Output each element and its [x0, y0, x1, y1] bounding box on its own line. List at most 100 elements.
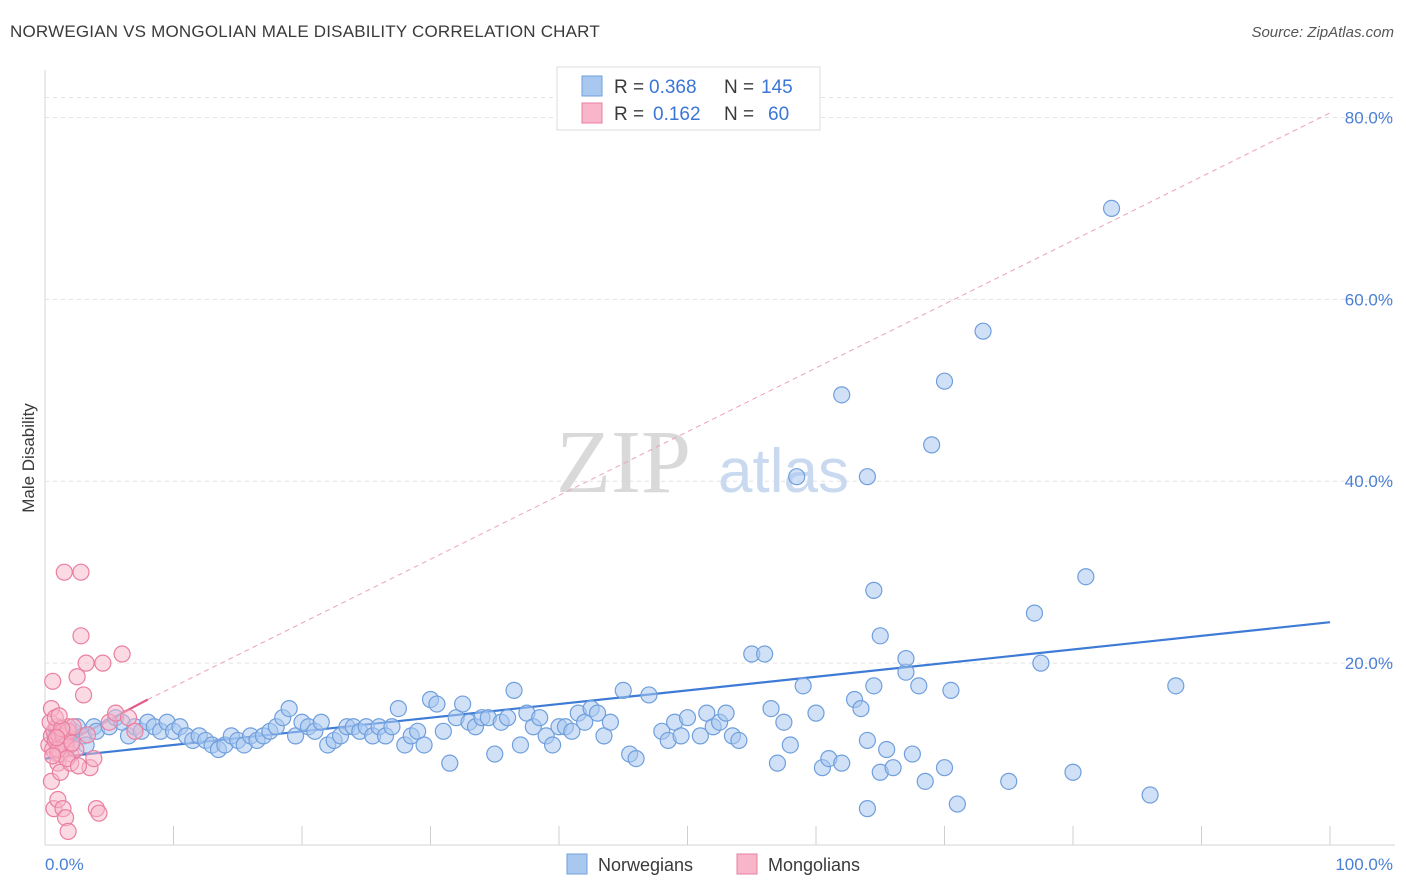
- point-mongolian: [77, 654, 95, 672]
- legend-swatch-norwegians: [581, 75, 603, 97]
- point-norwegian: [312, 713, 330, 731]
- point-norwegian: [852, 699, 870, 718]
- point-norwegian: [614, 681, 632, 700]
- bottom-legend-swatch-norwegians: [566, 853, 588, 875]
- y-tick-label: 20.0%: [1345, 654, 1393, 673]
- point-norwegian: [543, 736, 562, 754]
- point-norwegian: [1077, 568, 1095, 586]
- point-norwegian: [428, 695, 446, 713]
- point-mongolian: [72, 563, 90, 581]
- point-norwegian: [794, 677, 812, 695]
- point-norwegian: [942, 681, 960, 700]
- point-norwegian: [389, 699, 407, 718]
- point-norwegian: [691, 727, 709, 745]
- point-norwegian: [858, 468, 877, 486]
- point-norwegian: [1141, 786, 1159, 804]
- legend-r-label-mongolians: R =: [614, 104, 644, 125]
- chart-source: Source: ZipAtlas.com: [1251, 24, 1394, 41]
- point-norwegian: [640, 686, 658, 704]
- chart-title: NORWEGIAN VS MONGOLIAN MALE DISABILITY C…: [10, 22, 600, 41]
- point-norwegian: [884, 759, 902, 777]
- point-norwegian: [948, 795, 966, 813]
- legend-n-label-mongolians: N =: [724, 104, 754, 125]
- point-norwegian: [1102, 199, 1121, 218]
- y-tick-label: 60.0%: [1345, 290, 1393, 309]
- point-norwegian: [505, 681, 523, 700]
- point-norwegian: [588, 704, 607, 722]
- trendline-mongolians-extension: [147, 112, 1331, 700]
- point-norwegian: [441, 754, 459, 772]
- point-norwegian: [755, 645, 774, 663]
- point-norwegian: [762, 699, 780, 718]
- y-axis-label: Male Disability: [19, 403, 38, 513]
- point-mongolian: [55, 563, 73, 581]
- point-mongolian: [59, 822, 77, 840]
- point-mongolian: [74, 686, 93, 704]
- point-mongolian: [94, 654, 112, 672]
- point-norwegian: [903, 745, 921, 763]
- watermark-zip: ZIP: [556, 413, 691, 512]
- point-norwegian: [1064, 763, 1082, 781]
- bottom-legend-label-mongolians: Mongolians: [768, 855, 860, 875]
- x-tick-label-min: 0.0%: [45, 855, 84, 874]
- watermark-atlas: atlas: [718, 437, 849, 506]
- point-norwegian: [910, 677, 928, 695]
- point-mongolian: [47, 729, 66, 747]
- legend-r-value-mongolians: 0.162: [653, 104, 701, 125]
- point-norwegian: [454, 695, 472, 713]
- point-mongolian: [44, 747, 62, 765]
- legend-n-value-norwegians: 145: [761, 77, 793, 98]
- point-norwegian: [858, 731, 877, 750]
- point-mongolian: [44, 672, 62, 690]
- point-norwegian: [865, 581, 883, 599]
- point-mongolian: [50, 707, 68, 725]
- point-norwegian: [730, 731, 748, 750]
- point-norwegian: [974, 322, 992, 340]
- point-norwegian: [923, 436, 941, 454]
- point-mongolian: [68, 668, 86, 686]
- point-norwegian: [499, 709, 517, 727]
- legend-r-label-norwegians: R =: [614, 77, 644, 98]
- point-norwegian: [833, 754, 851, 772]
- point-norwegian: [807, 704, 825, 722]
- point-norwegian: [1000, 772, 1018, 790]
- point-norwegian: [1025, 604, 1044, 622]
- point-mongolian: [113, 645, 131, 663]
- point-norwegian: [280, 699, 298, 718]
- point-norwegian: [858, 800, 877, 818]
- point-norwegian: [563, 722, 581, 740]
- point-mongolian: [72, 627, 90, 645]
- point-norwegian: [1167, 677, 1185, 695]
- point-norwegian: [415, 736, 433, 754]
- point-norwegian: [627, 750, 645, 768]
- point-mongolian: [78, 726, 97, 744]
- bottom-legend: Norwegians Mongolians: [566, 853, 860, 875]
- legend-r-value-norwegians: 0.368: [649, 77, 697, 98]
- point-norwegian: [678, 709, 697, 727]
- point-norwegian: [878, 740, 896, 759]
- y-tick-label: 80.0%: [1345, 108, 1393, 127]
- point-norwegian: [871, 627, 889, 645]
- point-norwegian: [1032, 654, 1050, 672]
- legend: R = 0.368 N = 145 R = 0.162 N = 60: [556, 66, 821, 131]
- point-norwegian: [768, 754, 787, 772]
- point-norwegian: [383, 718, 401, 736]
- point-norwegian: [672, 727, 690, 745]
- point-mongolian: [85, 750, 103, 768]
- point-norwegian: [935, 759, 954, 777]
- point-norwegian: [775, 713, 793, 731]
- bottom-legend-swatch-mongolians: [736, 853, 758, 875]
- point-norwegian: [897, 649, 915, 668]
- point-mongolian: [126, 722, 144, 740]
- point-mongolian: [63, 734, 81, 752]
- point-norwegian: [486, 745, 504, 763]
- point-norwegian: [935, 372, 954, 390]
- point-mongolian: [69, 757, 88, 775]
- x-tick-label-max: 100.0%: [1335, 855, 1393, 874]
- y-tick-label: 40.0%: [1345, 472, 1393, 491]
- point-norwegian: [511, 736, 530, 754]
- point-mongolian: [90, 804, 108, 822]
- point-norwegian: [781, 736, 799, 754]
- point-norwegian: [717, 704, 735, 722]
